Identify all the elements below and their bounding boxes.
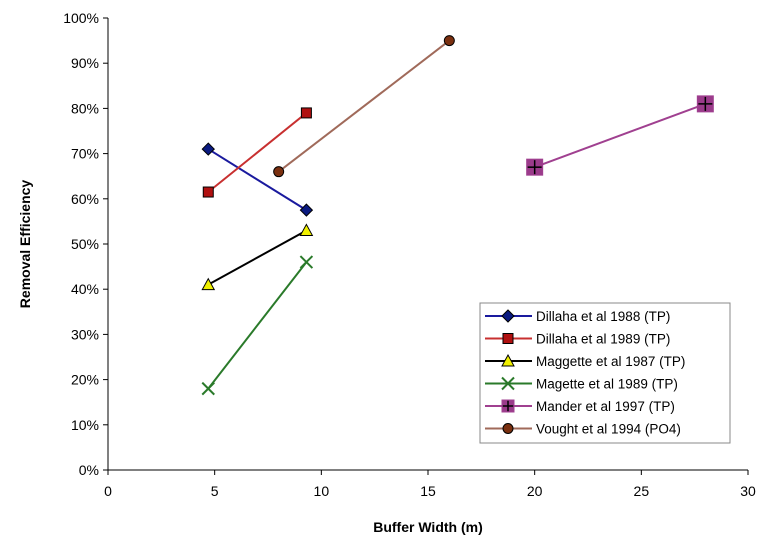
series-group [201,35,714,396]
y-tick-label: 60% [71,191,99,207]
series-line [207,229,307,286]
marker-triangle [299,223,314,236]
series-1 [202,107,312,198]
legend-item: Vought et al 1994 (PO4) [485,422,681,437]
series-4 [526,95,714,176]
legend-label: Maggette et al 1987 (TP) [536,354,685,369]
x-tick-label: 10 [314,483,330,499]
legend-item: Mander et al 1997 (TP) [485,399,675,414]
axes: 0% 10% 20% 30% 40% 50% 60% 70% 80% 90% 100% 0 5 10 15 2… [63,10,756,499]
marker-x [299,255,314,269]
legend-item: Magette et al 1989 (TP) [485,377,678,392]
y-tick-label: 70% [71,146,99,162]
legend-label: Dillaha et al 1988 (TP) [536,309,670,324]
y-tick-label: 0% [79,462,99,478]
series-line [207,148,307,211]
series-line [534,102,706,169]
legend-item: Maggette et al 1987 (TP) [485,353,685,369]
legend-label: Magette et al 1989 (TP) [536,377,678,392]
series-line [278,39,450,173]
marker-circle [273,166,285,178]
marker-diamond [299,203,314,217]
series-5 [273,35,455,178]
marker-circle [443,35,455,47]
series-3 [201,255,314,396]
series-2 [201,223,314,291]
series-line [207,261,308,390]
y-tick-label: 90% [71,55,99,71]
x-tick-label: 15 [420,483,436,499]
legend-label: Dillaha et al 1989 (TP) [536,332,670,347]
legend-label: Vought et al 1994 (PO4) [536,422,681,437]
series-0 [201,142,314,217]
x-tick-label: 5 [211,483,219,499]
marker-square [502,333,514,344]
x-axis-label: Buffer Width (m) [373,519,483,535]
legend-box [479,302,731,444]
marker-diamond [501,309,515,323]
marker-square [300,107,312,119]
marker-diamond [201,142,215,156]
legend-item: Dillaha et al 1989 (TP) [485,332,670,347]
x-tick-label: 25 [634,483,650,499]
marker-triangle [201,277,216,291]
legend: Dillaha et al 1988 (TP) Dillaha et al 198… [479,302,731,444]
series-line [207,112,308,193]
y-tick-label: 80% [71,100,99,116]
legend-label: Mander et al 1997 (TP) [536,399,675,414]
y-tick-label: 10% [71,417,99,433]
x-tick-label: 0 [104,483,112,499]
marker-triangle [501,353,515,367]
y-tick-label: 30% [71,326,99,342]
y-axis-label: Removal Efficiency [17,180,33,309]
legend-item: Dillaha et al 1988 (TP) [485,309,670,324]
marker-circle [502,423,514,434]
marker-x [501,376,515,391]
marker-x [201,381,215,396]
y-tick-label: 40% [71,281,99,297]
y-tick-label: 20% [71,372,99,388]
x-tick-label: 30 [740,483,756,499]
y-tick-label: 100% [63,10,99,26]
y-tick-label: 50% [71,236,99,252]
x-tick-label: 20 [527,483,543,499]
marker-square [202,186,214,198]
